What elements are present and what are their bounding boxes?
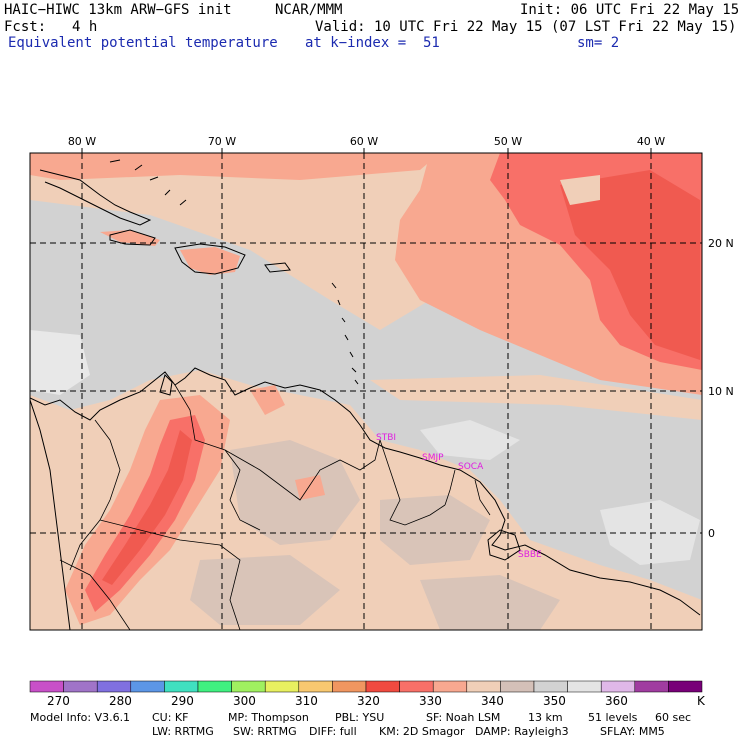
fcst-label: Fcst: — [4, 19, 47, 35]
colorbar-tick-label: 330 — [419, 694, 442, 708]
lon-label: 40 W — [637, 135, 665, 148]
smoothing-label: sm= 2 — [577, 35, 620, 51]
colorbar-swatch — [432, 680, 468, 693]
colorbar-swatch — [567, 680, 602, 693]
model-info-sf: SF: Noah LSM — [426, 711, 501, 724]
colorbar-tick-label: 340 — [481, 694, 504, 708]
colorbar-swatch — [130, 680, 165, 693]
colorbar-swatch — [29, 680, 64, 693]
fcst-value: 4 h — [72, 19, 98, 35]
colorbar-swatch — [332, 680, 367, 693]
colorbar-tick-label: 280 — [109, 694, 132, 708]
colorbar-swatch — [365, 680, 400, 693]
colorbar-tick-label: 310 — [295, 694, 318, 708]
map-frame — [29, 152, 703, 631]
colorbar-swatch — [466, 680, 501, 693]
colorbar-tick-label: 270 — [47, 694, 70, 708]
model-info-diff: DIFF: full — [309, 725, 357, 738]
lat-label: 20 N — [708, 237, 734, 250]
institution-label: NCAR/MMM — [275, 2, 343, 18]
model-info-levels: 51 levels — [588, 711, 638, 724]
model-info-sflay: SFLAY: MM5 — [600, 725, 665, 738]
lat-label: 10 N — [708, 385, 734, 398]
model-info-damp: DAMP: Rayleigh3 — [475, 725, 569, 738]
lon-ticks — [81, 148, 652, 153]
init-time: Init: 06 UTC Fri 22 May 15 — [520, 2, 740, 18]
colorbar — [29, 680, 703, 693]
colorbar-tick-label: 300 — [233, 694, 256, 708]
colorbar-swatch — [96, 680, 132, 693]
model-info-mp: MP: Thompson — [228, 711, 309, 724]
station-label: STBI — [376, 433, 396, 443]
colorbar-swatch — [533, 680, 568, 693]
model-info-pbl: PBL: YSU — [335, 711, 385, 724]
level-label: at k−index = 51 — [305, 35, 440, 51]
lon-label: 60 W — [350, 135, 378, 148]
model-info-cu: CU: KF — [152, 711, 189, 724]
station-label: SMJP — [422, 453, 444, 463]
colorbar-swatch — [634, 680, 669, 693]
colorbar-swatch — [668, 680, 703, 693]
colorbar-swatch — [399, 680, 434, 693]
colorbar-tick-label: 350 — [543, 694, 566, 708]
valid-time: Valid: 10 UTC Fri 22 May 15 (07 LST Fri … — [315, 19, 737, 35]
colorbar-swatch — [298, 680, 333, 693]
model-info-lw: LW: RRTMG — [152, 725, 214, 738]
coastlines — [30, 159, 701, 630]
colorbar-swatch — [264, 680, 300, 693]
colorbar-swatch — [600, 680, 636, 693]
colorbar-unit: K — [697, 694, 705, 708]
station-label: SOCA — [458, 462, 484, 472]
colorbar-swatch — [63, 680, 98, 693]
grid-lines — [30, 153, 702, 630]
country-borders — [59, 384, 491, 630]
model-info-resolution: 13 km — [528, 711, 563, 724]
model-info-sw: SW: RRTMG — [233, 725, 297, 738]
lat-label: 0 — [708, 527, 715, 540]
station-label: SBBE — [518, 550, 542, 560]
colorbar-swatch — [500, 680, 535, 693]
model-info-timestep: 60 sec — [655, 711, 692, 724]
field-name: Equivalent potential temperature — [8, 35, 278, 51]
colorbar-swatch — [197, 680, 232, 693]
colorbar-tick-label: 360 — [605, 694, 628, 708]
lon-label: 50 W — [494, 135, 522, 148]
colorbar-tick-label: 290 — [171, 694, 194, 708]
colorbar-swatch — [164, 680, 199, 693]
model-info-km: KM: 2D Smagor — [379, 725, 465, 738]
colorbar-tick-label: 320 — [357, 694, 380, 708]
colorbar-swatch — [231, 680, 266, 693]
lon-label: 70 W — [208, 135, 236, 148]
lon-label: 80 W — [68, 135, 96, 148]
model-info-version: Model Info: V3.6.1 — [30, 711, 131, 724]
model-title: HAIC−HIWC 13km ARW−GFS init — [4, 2, 232, 18]
theta-e-field — [30, 153, 702, 630]
